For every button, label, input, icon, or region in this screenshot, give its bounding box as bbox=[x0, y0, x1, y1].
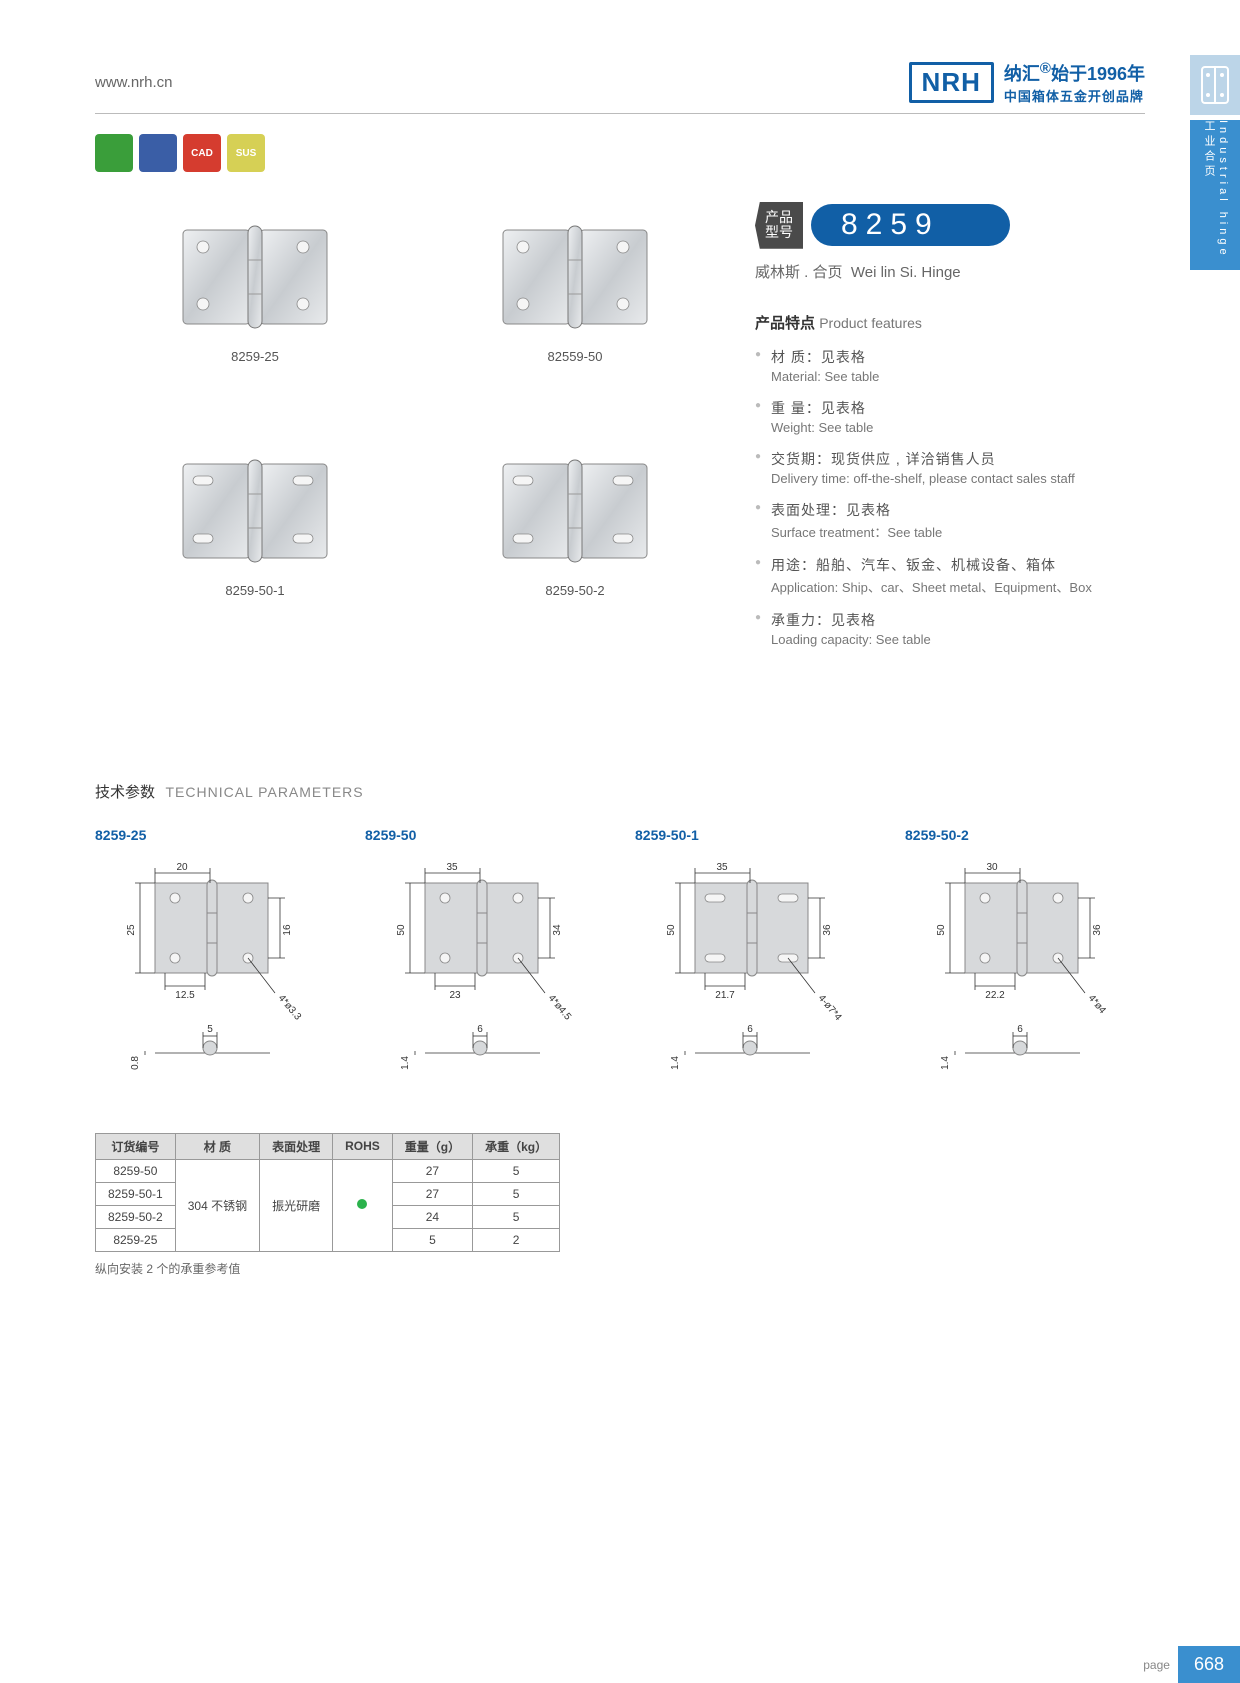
table-header: 订货编号 bbox=[96, 1133, 176, 1159]
icon-badge bbox=[95, 134, 133, 172]
table-row: 8259-50304 不锈钢振光研磨275 bbox=[96, 1159, 560, 1182]
product-cell: 8259-50-2 bbox=[435, 456, 715, 660]
svg-text:1.4: 1.4 bbox=[940, 1055, 951, 1069]
table-header: 承重（kg） bbox=[473, 1133, 560, 1159]
brand-logo: NRH bbox=[909, 62, 994, 103]
svg-text:4*ø4.5: 4*ø4.5 bbox=[546, 993, 574, 1023]
brand-block: NRH 纳汇®始于1996年 中国箱体五金开创品牌 bbox=[909, 60, 1145, 105]
icon-badge-row: CADSUS bbox=[95, 134, 1145, 172]
model-number: 8259 bbox=[811, 204, 1010, 246]
feature-item: 材 质：见表格Material: See table bbox=[755, 347, 1145, 384]
diagram: 8259-50-1 35 50 36 21.7 4-ø7*4 6 1.4 bbox=[635, 827, 875, 1093]
page-label: page bbox=[1143, 1658, 1170, 1672]
rohs-dot-icon bbox=[357, 1199, 367, 1209]
tech-title: 技术参数 TECHNICAL PARAMETERS bbox=[95, 781, 1145, 802]
svg-text:16: 16 bbox=[282, 924, 293, 936]
svg-text:4*ø3.3: 4*ø3.3 bbox=[276, 993, 304, 1023]
features-title: 产品特点 Product features bbox=[755, 312, 1145, 333]
table-header: ROHS bbox=[333, 1133, 393, 1159]
svg-text:35: 35 bbox=[716, 862, 728, 873]
icon-badge: SUS bbox=[227, 134, 265, 172]
svg-text:23: 23 bbox=[449, 990, 461, 1001]
icon-badge bbox=[139, 134, 177, 172]
product-label: 8259-25 bbox=[115, 349, 395, 364]
product-cell: 8259-25 bbox=[115, 222, 395, 426]
svg-text:50: 50 bbox=[936, 924, 947, 936]
svg-text:0.8: 0.8 bbox=[130, 1055, 141, 1069]
table-header: 重量（g） bbox=[392, 1133, 472, 1159]
svg-text:6: 6 bbox=[477, 1024, 483, 1035]
page-footer: page 668 bbox=[1143, 1646, 1240, 1683]
diagram-title: 8259-25 bbox=[95, 827, 335, 843]
svg-text:20: 20 bbox=[176, 862, 188, 873]
feature-item: 表面处理：见表格Surface treatment：See table bbox=[755, 500, 1145, 541]
svg-text:22.2: 22.2 bbox=[985, 990, 1005, 1001]
model-tag: 产品 型号 bbox=[755, 202, 803, 249]
feature-item: 重 量：见表格Weight: See table bbox=[755, 398, 1145, 435]
diagram-title: 8259-50 bbox=[365, 827, 605, 843]
diagram: 8259-25 20 25 16 12.5 4*ø3.3 5 0.8 bbox=[95, 827, 335, 1093]
product-cell: 8259-50-1 bbox=[115, 456, 395, 660]
product-cell: 82559-50 bbox=[435, 222, 715, 426]
feature-item: 交货期：现货供应 , 详洽销售人员Delivery time: off-the-… bbox=[755, 449, 1145, 486]
svg-text:34: 34 bbox=[552, 924, 563, 936]
diagram: 8259-50 35 50 34 23 4*ø4.5 6 1.4 bbox=[365, 827, 605, 1093]
diagram-title: 8259-50-2 bbox=[905, 827, 1145, 843]
model-subname: 威林斯 . 合页 Wei lin Si. Hinge bbox=[755, 261, 1145, 282]
feature-item: 承重力：见表格Loading capacity: See table bbox=[755, 610, 1145, 647]
table-header: 材 质 bbox=[175, 1133, 259, 1159]
diagram: 8259-50-2 30 50 36 22.2 4*ø4 6 1.4 bbox=[905, 827, 1145, 1093]
products-grid: 8259-25 82559-50 8259-50-1 8259-50-2 bbox=[95, 202, 755, 661]
icon-badge: CAD bbox=[183, 134, 221, 172]
page-header: www.nrh.cn NRH 纳汇®始于1996年 中国箱体五金开创品牌 bbox=[95, 60, 1145, 114]
diagrams-row: 8259-25 20 25 16 12.5 4*ø3.3 5 0.8 8259-… bbox=[95, 827, 1145, 1093]
svg-text:35: 35 bbox=[446, 862, 458, 873]
svg-text:21.7: 21.7 bbox=[715, 990, 735, 1001]
svg-text:50: 50 bbox=[396, 924, 407, 936]
product-label: 8259-50-1 bbox=[115, 583, 395, 598]
brand-line1: 纳汇®始于1996年 bbox=[1004, 60, 1145, 86]
svg-text:4-ø7*4: 4-ø7*4 bbox=[816, 993, 844, 1023]
svg-text:6: 6 bbox=[747, 1024, 753, 1035]
table-note: 纵向安装 2 个的承重参考值 bbox=[95, 1260, 1145, 1277]
side-tab-label: Industrial hinge 工业合页 bbox=[1190, 120, 1240, 270]
product-label: 8259-50-2 bbox=[435, 583, 715, 598]
parameters-table: 订货编号材 质表面处理ROHS重量（g）承重（kg） 8259-50304 不锈… bbox=[95, 1133, 560, 1252]
svg-text:25: 25 bbox=[126, 924, 137, 936]
diagram-title: 8259-50-1 bbox=[635, 827, 875, 843]
svg-text:36: 36 bbox=[1092, 924, 1103, 936]
svg-text:36: 36 bbox=[822, 924, 833, 936]
brand-line2: 中国箱体五金开创品牌 bbox=[1004, 86, 1145, 105]
svg-text:5: 5 bbox=[207, 1024, 213, 1035]
svg-text:1.4: 1.4 bbox=[670, 1055, 681, 1069]
page-number: 668 bbox=[1178, 1646, 1240, 1683]
technical-parameters: 技术参数 TECHNICAL PARAMETERS 8259-25 20 25 … bbox=[95, 781, 1145, 1277]
product-label: 82559-50 bbox=[435, 349, 715, 364]
website-url: www.nrh.cn bbox=[95, 74, 173, 91]
svg-text:30: 30 bbox=[986, 862, 998, 873]
features-list: 材 质：见表格Material: See table 重 量：见表格Weight:… bbox=[755, 347, 1145, 647]
svg-text:6: 6 bbox=[1017, 1024, 1023, 1035]
svg-text:4*ø4: 4*ø4 bbox=[1086, 993, 1108, 1017]
svg-text:12.5: 12.5 bbox=[175, 990, 195, 1001]
svg-text:1.4: 1.4 bbox=[400, 1055, 411, 1069]
side-tab-icon bbox=[1190, 55, 1240, 115]
svg-text:50: 50 bbox=[666, 924, 677, 936]
feature-item: 用途：船舶、汽车、钣金、机械设备、箱体Application: Ship、car… bbox=[755, 555, 1145, 596]
product-info: 产品 型号 8259 威林斯 . 合页 Wei lin Si. Hinge 产品… bbox=[755, 202, 1145, 661]
table-header: 表面处理 bbox=[260, 1133, 333, 1159]
